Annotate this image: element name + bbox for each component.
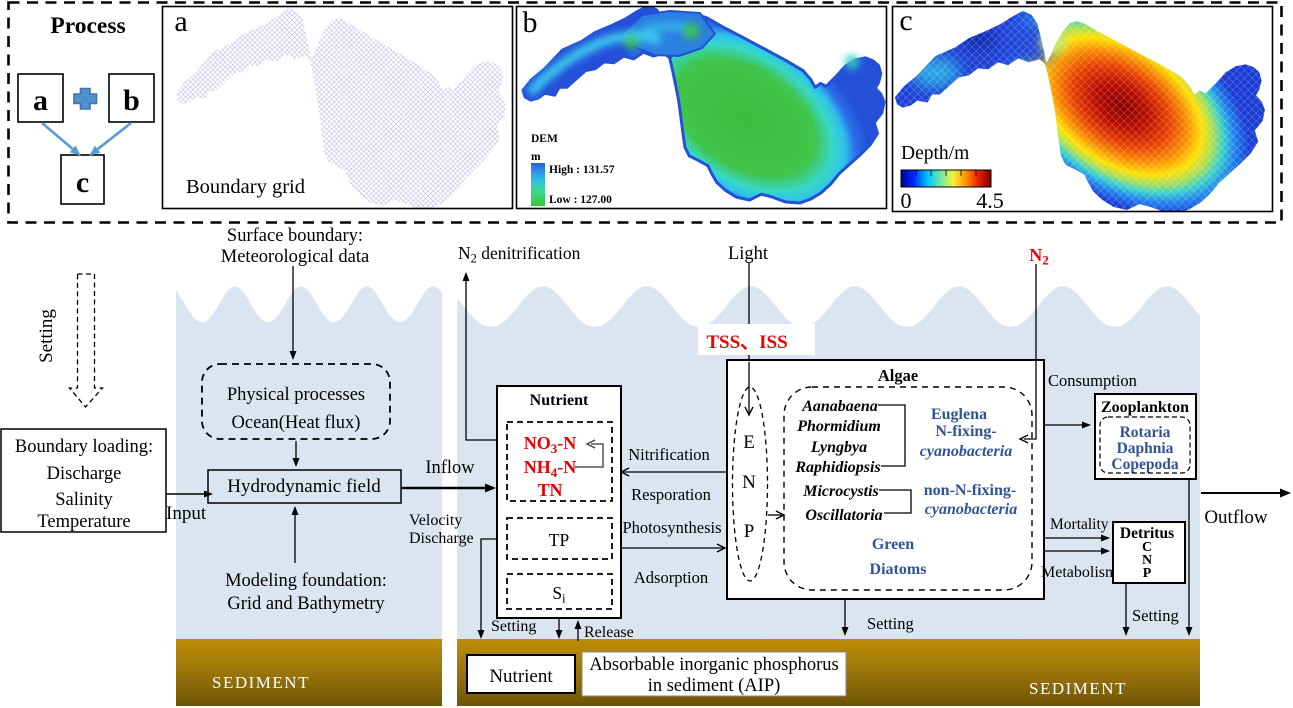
svg-text:Modeling foundation:: Modeling foundation: — [225, 571, 387, 591]
svg-text:b: b — [523, 6, 538, 39]
svg-text:Velocity: Velocity — [409, 512, 462, 529]
svg-text:Nutrient: Nutrient — [530, 392, 589, 409]
svg-text:a: a — [33, 84, 48, 117]
svg-text:Ocean(Heat flux): Ocean(Heat flux) — [232, 413, 361, 433]
svg-text:Mortality: Mortality — [1050, 516, 1109, 533]
svg-text:DEM: DEM — [531, 133, 558, 145]
svg-text:NO3-N: NO3-N — [524, 433, 577, 456]
svg-text:Nutrient: Nutrient — [489, 666, 553, 687]
svg-text:Metabolism: Metabolism — [1041, 564, 1118, 581]
svg-text:0: 0 — [901, 188, 912, 213]
svg-text:Temperature: Temperature — [37, 512, 130, 532]
svg-text:Nitrification: Nitrification — [628, 445, 710, 464]
svg-text:Setting: Setting — [1132, 606, 1179, 625]
svg-text:N2 denitrification: N2 denitrification — [458, 243, 581, 266]
svg-text:Low : 127.00: Low : 127.00 — [549, 194, 612, 206]
svg-text:Release: Release — [584, 624, 634, 641]
svg-text:c: c — [76, 166, 89, 199]
svg-text:Oscillatoria: Oscillatoria — [805, 507, 882, 524]
svg-text:Surface boundary:: Surface boundary: — [227, 226, 363, 246]
svg-text:Detritus: Detritus — [1120, 525, 1174, 542]
svg-text:Microcystis: Microcystis — [802, 483, 879, 500]
svg-text:SEDIMENT: SEDIMENT — [212, 673, 310, 692]
svg-text:Daphnia: Daphnia — [1117, 440, 1174, 457]
svg-text:Boundary loading:: Boundary loading: — [15, 437, 153, 457]
svg-text:P: P — [1143, 566, 1152, 581]
svg-text:cyanobacteria: cyanobacteria — [925, 501, 1017, 518]
svg-text:Phormidium: Phormidium — [796, 418, 881, 435]
svg-text:Copepoda: Copepoda — [1111, 456, 1178, 473]
svg-text:Physical processes: Physical processes — [227, 385, 365, 405]
svg-text:cyanobacteria: cyanobacteria — [920, 443, 1012, 460]
svg-text:Depth/m: Depth/m — [901, 143, 969, 164]
svg-text:Light: Light — [728, 244, 769, 264]
svg-text:b: b — [123, 84, 140, 117]
svg-text:Aanabaena: Aanabaena — [801, 398, 878, 415]
svg-text:Adsorption: Adsorption — [634, 568, 708, 587]
svg-text:P: P — [744, 521, 755, 542]
svg-text:Euglena: Euglena — [931, 406, 987, 423]
svg-text:TN: TN — [537, 480, 562, 500]
svg-text:Green: Green — [872, 536, 914, 553]
svg-text:non-N-fixing-: non-N-fixing- — [924, 482, 1016, 499]
svg-text:Process: Process — [50, 13, 125, 39]
svg-text:Hydrodynamic field: Hydrodynamic field — [227, 476, 381, 497]
svg-text:Algae: Algae — [878, 366, 918, 385]
svg-text:C: C — [1142, 540, 1152, 555]
svg-text:Setting: Setting — [36, 309, 57, 363]
svg-text:SEDIMENT: SEDIMENT — [1029, 679, 1127, 698]
svg-text:TSS、ISS: TSS、ISS — [706, 332, 787, 353]
svg-text:Discharge: Discharge — [409, 530, 474, 547]
svg-text:Outflow: Outflow — [1204, 507, 1268, 528]
svg-text:Inflow: Inflow — [425, 458, 475, 478]
svg-text:Discharge: Discharge — [47, 464, 122, 484]
svg-text:Resporation: Resporation — [631, 485, 711, 504]
svg-text:m: m — [531, 151, 541, 163]
svg-text:a: a — [174, 5, 187, 38]
svg-text:Lyngbya: Lyngbya — [810, 439, 867, 456]
svg-text:Absorbable inorganic phosphoru: Absorbable inorganic phosphorus — [589, 655, 838, 675]
svg-text:Rotaria: Rotaria — [1120, 424, 1171, 441]
svg-text:Boundary grid: Boundary grid — [186, 176, 305, 198]
svg-text:NH4-N: NH4-N — [524, 457, 577, 480]
svg-text:Meteorological data: Meteorological data — [221, 247, 369, 267]
svg-text:TP: TP — [549, 530, 570, 550]
svg-text:Zooplankton: Zooplankton — [1101, 399, 1189, 416]
svg-text:in sediment (AIP): in sediment (AIP) — [648, 676, 781, 696]
svg-text:Diatoms: Diatoms — [870, 561, 927, 578]
svg-text:Photosynthesis: Photosynthesis — [622, 518, 721, 537]
svg-text:c: c — [899, 4, 912, 37]
svg-text:Salinity: Salinity — [55, 490, 113, 510]
svg-text:Consumption: Consumption — [1048, 371, 1137, 390]
svg-text:N: N — [1142, 553, 1152, 568]
svg-text:N-fixing-: N-fixing- — [935, 423, 996, 440]
svg-text:Setting: Setting — [491, 618, 536, 635]
svg-text:Setting: Setting — [867, 614, 914, 633]
svg-text:N: N — [742, 472, 756, 493]
svg-text:E: E — [743, 432, 755, 453]
svg-text:High : 131.57: High : 131.57 — [549, 164, 615, 176]
svg-text:Grid and Bathymetry: Grid and Bathymetry — [227, 594, 385, 614]
svg-text:4.5: 4.5 — [976, 188, 1004, 213]
svg-text:Input: Input — [166, 503, 207, 524]
svg-text:Raphidiopsis: Raphidiopsis — [794, 459, 880, 476]
